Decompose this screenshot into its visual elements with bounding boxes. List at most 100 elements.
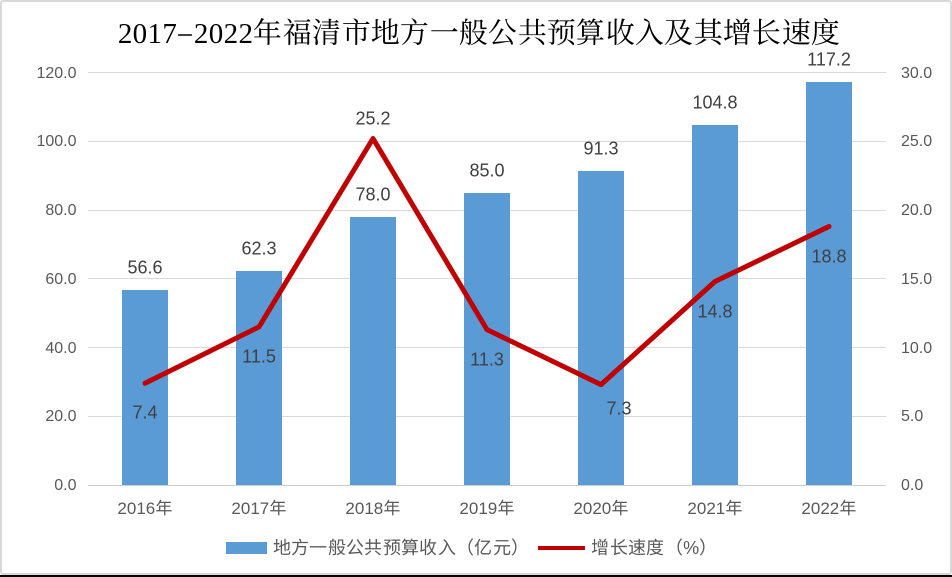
line-value-label-7.4: 7.4 xyxy=(132,402,158,423)
cjk-glyph xyxy=(782,18,810,45)
gridline-100 xyxy=(88,140,886,142)
right-axis-tick-25.0: 25.0 xyxy=(901,133,933,151)
line-value-label-11.5: 11.5 xyxy=(242,346,276,367)
cjk-glyph xyxy=(628,538,646,555)
cjk-glyph xyxy=(328,538,345,555)
right-axis-tick-5.0: 5.0 xyxy=(901,408,924,426)
cjk-glyph xyxy=(577,18,604,46)
line-value-label-14.8: 14.8 xyxy=(697,301,733,321)
gridline-0 xyxy=(88,484,886,486)
cjk-glyph xyxy=(384,499,400,516)
text-run: 2017 xyxy=(117,17,178,50)
growth-series-swatch xyxy=(538,546,586,550)
x-axis-label-2016: 2016 xyxy=(117,499,172,519)
cjk-glyph xyxy=(753,18,780,46)
left-axis-tick-120.0: 120.0 xyxy=(36,64,77,82)
bar-value-label-91.3: 91.3 xyxy=(583,138,619,159)
cjk-glyph xyxy=(383,539,400,555)
x-axis-label-2018: 2018 xyxy=(345,499,400,519)
legend-label-growth: % xyxy=(591,538,717,559)
cjk-glyph xyxy=(840,499,856,516)
cjk-glyph xyxy=(511,538,517,556)
cjk-glyph xyxy=(694,18,722,46)
bar-value-label-85.0: 85.0 xyxy=(469,160,505,181)
right-axis-tick-10.0: 10.0 xyxy=(901,339,933,357)
cjk-glyph xyxy=(312,18,340,46)
cjk-glyph xyxy=(254,17,282,45)
left-axis-tick-20.0: 20.0 xyxy=(45,408,77,426)
cjk-glyph xyxy=(178,34,193,36)
bar-value-label-56.6: 56.6 xyxy=(127,257,163,278)
bar-2020 xyxy=(578,171,624,485)
left-axis-tick-60.0: 60.0 xyxy=(45,270,77,288)
x-axis-label-2017: 2017 xyxy=(231,499,286,519)
bar-value-label-78.0: 78.0 xyxy=(355,184,391,205)
cjk-glyph xyxy=(401,538,419,555)
growth-line xyxy=(142,136,832,388)
cjk-glyph xyxy=(493,539,510,555)
chart-title: 2017 2022 xyxy=(118,17,840,51)
cjk-glyph xyxy=(291,538,308,555)
cjk-glyph xyxy=(401,18,428,46)
line-value-label-18.8: 18.8 xyxy=(811,246,847,266)
cjk-glyph xyxy=(156,499,172,516)
bar-2021 xyxy=(692,124,738,485)
text-run: 2021 xyxy=(687,499,726,518)
line-value-label-25.2: 25.2 xyxy=(355,108,391,128)
line-value-label-7.3: 7.3 xyxy=(606,398,632,419)
legend: % xyxy=(0,536,952,560)
right-axis-tick-0.0: 0.0 xyxy=(901,477,924,494)
bar-2018 xyxy=(350,216,396,485)
bar-2022 xyxy=(806,82,852,485)
revenue-series-swatch xyxy=(225,542,267,554)
cjk-glyph xyxy=(607,18,634,46)
text-run: 2020 xyxy=(573,499,612,518)
cjk-glyph xyxy=(592,538,608,555)
cjk-glyph xyxy=(635,18,664,46)
cjk-glyph xyxy=(420,538,437,555)
text-run: 2022 xyxy=(801,499,840,518)
text-run: 2022 xyxy=(193,17,254,50)
cjk-glyph xyxy=(647,538,664,555)
legend-label-revenue xyxy=(273,538,530,559)
cjk-glyph xyxy=(365,538,382,555)
x-axis-label-2019: 2019 xyxy=(459,499,514,519)
cjk-glyph xyxy=(489,18,517,45)
text-run: 2017 xyxy=(231,499,270,518)
left-axis-tick-40.0: 40.0 xyxy=(45,339,77,357)
cjk-glyph xyxy=(371,18,399,45)
cjk-glyph xyxy=(726,499,742,516)
legend-item-growth: % xyxy=(529,538,717,559)
cjk-glyph xyxy=(723,18,751,45)
cjk-glyph xyxy=(811,18,839,46)
cjk-glyph xyxy=(438,538,455,555)
right-axis-tick-20.0: 20.0 xyxy=(901,202,933,219)
text-run: 2016 xyxy=(117,499,156,518)
left-axis-tick-0.0: 0.0 xyxy=(54,477,77,494)
x-axis-label-2020: 2020 xyxy=(573,499,628,519)
cjk-glyph xyxy=(468,538,474,556)
bar-value-label-62.3: 62.3 xyxy=(241,238,277,259)
cjk-glyph xyxy=(430,27,458,32)
legend-item-revenue xyxy=(225,538,530,559)
bar-value-label-117.2: 117.2 xyxy=(807,49,851,70)
x-axis-label-2021: 2021 xyxy=(687,499,742,519)
cjk-glyph xyxy=(612,499,628,516)
cjk-glyph xyxy=(677,538,682,556)
bar-value-label-104.8: 104.8 xyxy=(692,92,738,113)
cjk-glyph xyxy=(699,538,705,556)
right-axis-tick-30.0: 30.0 xyxy=(901,64,933,82)
cjk-glyph xyxy=(518,18,546,46)
text-run: 2018 xyxy=(345,499,384,518)
cjk-glyph xyxy=(459,18,487,46)
cjk-glyph xyxy=(474,538,492,555)
bar-2016 xyxy=(122,290,168,485)
left-axis-tick-100.0: 100.0 xyxy=(36,133,77,151)
cjk-glyph xyxy=(270,499,286,516)
cjk-glyph xyxy=(273,538,290,555)
left-axis-tick-80.0: 80.0 xyxy=(45,202,77,219)
cjk-glyph xyxy=(342,18,370,46)
bottom-edge-bar xyxy=(0,574,952,577)
bar-2017 xyxy=(236,270,282,485)
